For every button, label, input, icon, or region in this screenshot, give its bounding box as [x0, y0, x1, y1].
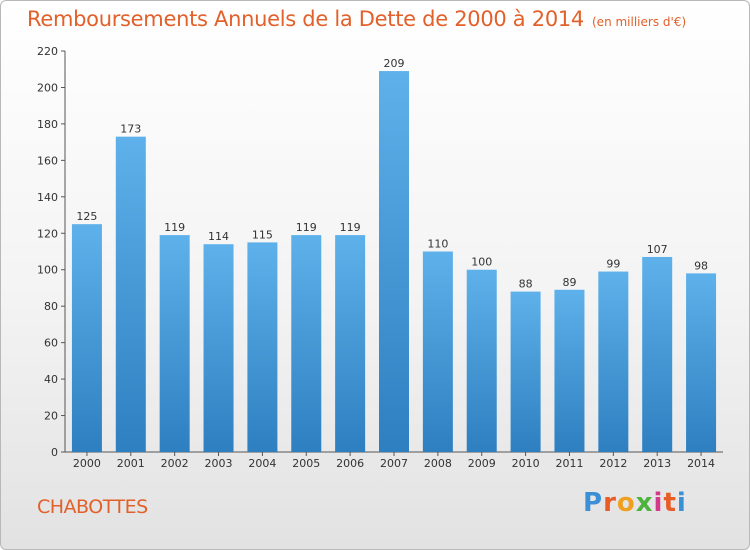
x-tick-label-2011: 2011	[555, 457, 583, 470]
y-tick-label: 40	[44, 373, 58, 386]
data-label-2014: 98	[694, 259, 708, 272]
x-tick-label-2008: 2008	[424, 457, 452, 470]
bar-2004	[247, 242, 278, 452]
data-label-2006: 119	[340, 221, 361, 234]
y-tick-label: 80	[44, 300, 58, 313]
data-label-2009: 100	[471, 256, 492, 269]
bar-2010	[510, 291, 541, 452]
place-name: CHABOTTES	[37, 496, 148, 518]
data-label-2005: 119	[296, 221, 317, 234]
bar-2011	[554, 289, 585, 452]
bar-2002	[159, 235, 190, 452]
y-tick-label: 180	[37, 118, 58, 131]
bar-2007	[379, 71, 409, 453]
y-tick-label: 0	[51, 446, 58, 459]
data-labels: 125 173 119 114 115 119 119 209 110 100 88 89 99 107 9…	[76, 57, 708, 291]
bar-2005	[291, 235, 322, 452]
data-label-2007: 209	[384, 57, 405, 70]
bar-2006	[335, 235, 366, 452]
bar-2014	[686, 273, 717, 452]
bar-2003	[203, 244, 234, 452]
logo-letter: P	[583, 488, 604, 518]
x-tick-label-2004: 2004	[248, 457, 276, 470]
x-tick-label-2014: 2014	[687, 457, 715, 470]
data-label-2000: 125	[76, 210, 97, 223]
x-tick-label-2002: 2002	[161, 457, 189, 470]
x-tick-label-2001: 2001	[117, 457, 145, 470]
chart-subtitle: (en milliers d'€)	[592, 15, 687, 29]
logo-letter: x	[635, 488, 654, 518]
logo-letter: t	[663, 488, 677, 518]
data-label-2012: 99	[606, 258, 620, 271]
y-tick-label: 160	[37, 154, 58, 167]
chart-title: Remboursements Annuels de la Dette de 20…	[27, 7, 686, 31]
y-axis: 0 20 40 60 80 100 120 140 160 180 200 220	[37, 45, 66, 459]
x-tick-label-2010: 2010	[512, 457, 540, 470]
y-tick-label: 100	[37, 264, 58, 277]
y-tick-label: 200	[37, 81, 58, 94]
x-tick-label-2013: 2013	[643, 457, 671, 470]
y-tick-label: 120	[37, 227, 58, 240]
bar-2013	[642, 256, 673, 452]
data-label-2011: 89	[562, 276, 576, 289]
y-tick-label: 220	[37, 45, 58, 58]
logo-letter: o	[616, 488, 636, 518]
proxiti-logo: Proxiti	[583, 488, 687, 518]
x-tick-label-2006: 2006	[336, 457, 364, 470]
logo-letter: i	[676, 488, 687, 518]
data-label-2010: 88	[519, 278, 533, 291]
x-axis: 2000 2001 2002 2003 2004 2005 2006 2007 2008 2009…	[65, 451, 723, 470]
bar-2009	[466, 269, 497, 452]
bar-2012	[598, 271, 629, 452]
logo-letter: i	[653, 488, 664, 518]
data-label-2003: 114	[208, 230, 229, 243]
data-label-2013: 107	[647, 243, 668, 256]
data-label-2002: 119	[164, 221, 185, 234]
x-tick-label-2009: 2009	[468, 457, 496, 470]
chart-title-text: Remboursements Annuels de la Dette de 20…	[27, 7, 584, 31]
data-label-2001: 173	[120, 123, 141, 136]
x-tick-label-2000: 2000	[73, 457, 101, 470]
bars	[71, 71, 717, 453]
logo-letter: r	[603, 488, 617, 518]
y-tick-label: 60	[44, 337, 58, 350]
bar-2000	[71, 224, 102, 452]
y-tick-label: 140	[37, 191, 58, 204]
x-tick-label-2012: 2012	[599, 457, 627, 470]
y-tick-label: 20	[44, 410, 58, 423]
bar-2001	[115, 136, 146, 452]
x-tick-label-2003: 2003	[205, 457, 233, 470]
bar-2008	[422, 251, 453, 452]
data-label-2004: 115	[252, 228, 273, 241]
x-tick-label-2007: 2007	[380, 457, 408, 470]
data-label-2008: 110	[427, 238, 448, 251]
x-tick-label-2005: 2005	[292, 457, 320, 470]
